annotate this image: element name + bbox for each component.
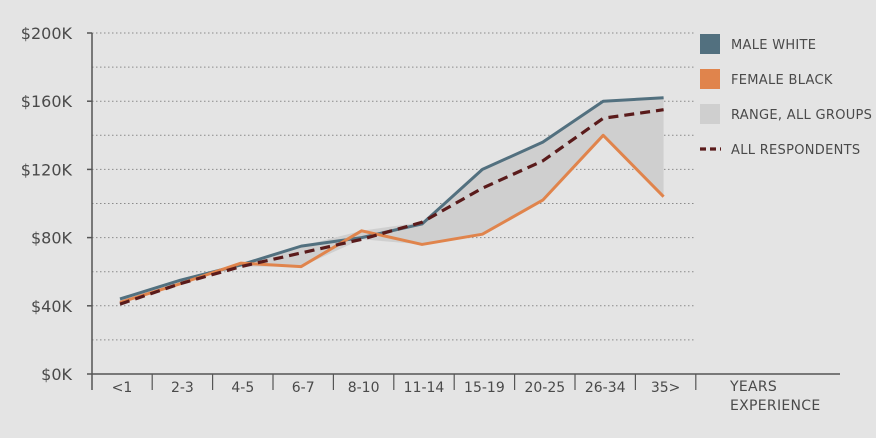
y-tick-label: $200K [21,24,73,43]
x-tick-label: 6-7 [292,380,315,396]
y-tick-label: $80K [31,229,73,248]
x-tick-label: 35> [651,380,681,396]
y-tick-label: $0K [41,365,72,384]
series-line-female-black [119,133,665,304]
x-tick-label: 26-34 [585,380,626,396]
legend-label: FEMALE BLACK [731,73,833,88]
x-axis-title: EXPERIENCE [730,398,821,414]
legend-label: ALL RESPONDENTS [731,143,860,158]
y-tick-label: $120K [21,160,73,179]
x-tick-label: 20-25 [524,380,565,396]
x-tick-label: 8-10 [348,380,380,396]
x-axis-title: YEARS [729,379,777,395]
legend-swatch [700,69,720,89]
series-line-all-respondents [119,108,664,306]
range-band-area [120,97,664,305]
x-tick-label: 15-19 [464,380,505,396]
x-tick-label: 11-14 [404,380,445,396]
legend-swatch [700,104,720,124]
y-tick-label: $160K [21,92,73,111]
x-tick-label: <1 [112,380,133,396]
x-tick-label: 4-5 [231,380,254,396]
legend-label: RANGE, ALL GROUPS [731,108,872,123]
legend-label: MALE WHITE [731,38,816,53]
x-tick-label: 2-3 [171,380,194,396]
legend-swatch [700,34,720,54]
y-tick-label: $40K [31,297,73,316]
